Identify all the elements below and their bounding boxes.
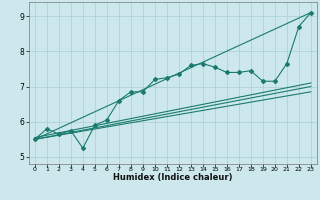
X-axis label: Humidex (Indice chaleur): Humidex (Indice chaleur) [113,173,233,182]
